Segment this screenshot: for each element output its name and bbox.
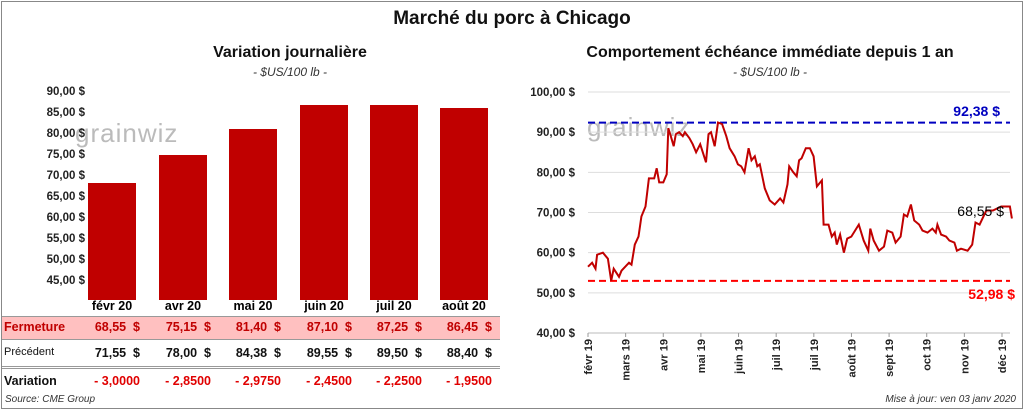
y-tick-label: 80,00 $ <box>46 128 85 140</box>
source-note: Source: CME Group <box>5 394 96 405</box>
y-tick-label: 50,00 $ <box>537 288 576 300</box>
table-cell: 84,38 $ <box>235 346 281 360</box>
row-label: Fermeture <box>4 320 66 334</box>
table-cell: 68,55 $ <box>94 320 140 334</box>
x-tick-label: mai 19 <box>696 339 708 373</box>
watermark-logo: grainwiz <box>75 118 179 148</box>
bar <box>370 104 418 300</box>
high-label: 92,38 $ <box>953 103 1000 119</box>
x-category-label: avr 20 <box>164 299 202 313</box>
price-line <box>587 121 1013 282</box>
y-tick-label: 80,00 $ <box>537 167 576 179</box>
table-cell: 75,15 $ <box>165 320 211 334</box>
table-cell: - 2,2500 <box>376 374 422 388</box>
table-cell: 87,25 $ <box>376 320 422 334</box>
bar <box>88 183 136 300</box>
x-tick-label: juil 19 <box>809 339 821 371</box>
bar <box>229 129 277 300</box>
table-cell: 71,55 $ <box>94 346 140 360</box>
y-tick-label: 60,00 $ <box>46 212 85 224</box>
last-label: 68,55 $ <box>957 203 1004 219</box>
x-tick-label: oct 19 <box>922 339 934 371</box>
update-note: Mise à jour: ven 03 janv 2020 <box>885 394 1016 405</box>
table-cell: - 1,9500 <box>446 374 492 388</box>
watermark-logo-2: grainwiz <box>587 112 691 142</box>
y-tick-label: 50,00 $ <box>46 254 85 266</box>
y-tick-label: 90,00 $ <box>46 86 85 98</box>
x-tick-label: mars 19 <box>621 339 633 381</box>
x-tick-label: févr 19 <box>583 339 595 374</box>
x-tick-label: déc 19 <box>997 339 1009 373</box>
y-tick-label: 70,00 $ <box>46 170 85 182</box>
y-tick-label: 90,00 $ <box>537 127 576 139</box>
table-cell: 89,55 $ <box>306 346 352 360</box>
y-tick-label: 45,00 $ <box>46 275 85 287</box>
y-tick-label: 40,00 $ <box>537 328 576 340</box>
x-tick-label: sept 19 <box>884 339 896 377</box>
x-tick-label: juil 19 <box>771 339 783 371</box>
x-tick-label: nov 19 <box>959 339 971 374</box>
table-cell: 88,40 $ <box>446 346 492 360</box>
x-category-label: juin 20 <box>304 299 344 313</box>
bar-chart-title: Variation journalière <box>213 44 367 61</box>
x-category-label: mai 20 <box>233 299 273 313</box>
table-cell: - 2,8500 <box>165 374 211 388</box>
x-tick-label: avr 19 <box>658 339 670 371</box>
x-category-label: août 20 <box>442 299 486 313</box>
x-tick-label: août 19 <box>846 339 858 378</box>
bar <box>440 107 488 300</box>
y-tick-label: 55,00 $ <box>46 233 85 245</box>
row-label: Précédent <box>4 346 55 358</box>
table-cell: - 3,0000 <box>94 374 140 388</box>
x-category-label: févr 20 <box>91 299 133 313</box>
low-label: 52,98 $ <box>968 286 1015 302</box>
table-cell: - 2,9750 <box>235 374 281 388</box>
row-label: Variation <box>4 374 57 388</box>
line-chart-unit: - $US/100 lb - <box>732 65 808 79</box>
y-tick-label: 100,00 $ <box>530 87 575 99</box>
line-chart-title: Comportement échéance immédiate depuis 1… <box>586 44 954 61</box>
row-highlight <box>2 316 500 340</box>
divider <box>2 366 500 369</box>
y-tick-label: 75,00 $ <box>46 149 85 161</box>
bar <box>159 155 207 300</box>
table-cell: 89,50 $ <box>376 346 422 360</box>
y-tick-label: 85,00 $ <box>46 107 85 119</box>
table-cell: 78,00 $ <box>165 346 211 360</box>
bar-chart-unit: - $US/100 lb - <box>252 65 328 79</box>
bar <box>300 105 348 300</box>
page-title: Marché du porc à Chicago <box>393 8 631 29</box>
table-cell: 87,10 $ <box>306 320 352 334</box>
x-category-label: juil 20 <box>376 299 412 313</box>
y-tick-label: 60,00 $ <box>537 248 576 260</box>
x-tick-label: juin 19 <box>734 339 746 375</box>
table-cell: - 2,4500 <box>306 374 352 388</box>
y-tick-label: 65,00 $ <box>46 191 85 203</box>
table-cell: 86,45 $ <box>446 320 492 334</box>
y-tick-label: 70,00 $ <box>537 208 576 220</box>
table-cell: 81,40 $ <box>235 320 281 334</box>
